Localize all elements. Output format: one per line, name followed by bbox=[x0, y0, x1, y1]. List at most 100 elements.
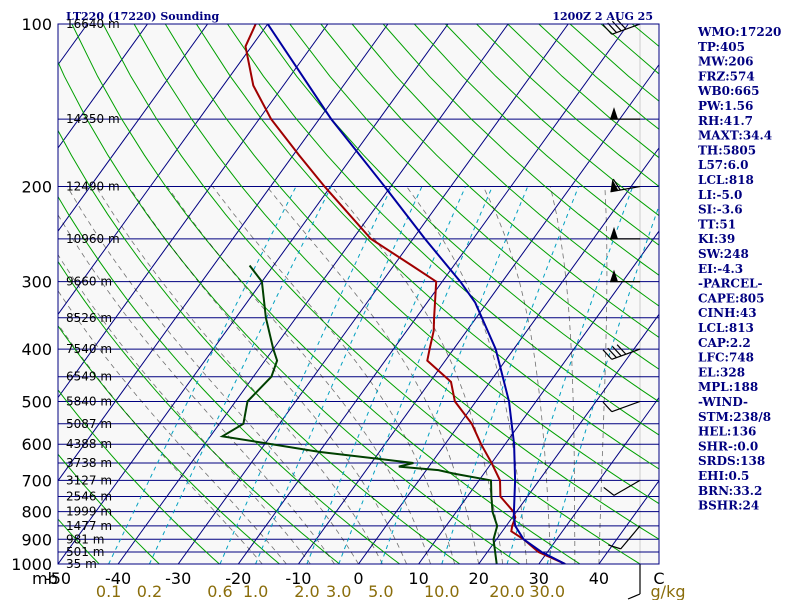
index-entry: SW:248 bbox=[698, 247, 749, 261]
temperature-tick-label: 20 bbox=[469, 569, 489, 588]
index-entry: CAP:2.2 bbox=[698, 336, 751, 350]
wind-barb-flag bbox=[602, 349, 613, 360]
moist-adiabat-line bbox=[95, 186, 383, 564]
mixing-ratio-tick-label: 1.0 bbox=[243, 582, 268, 600]
index-entry: RH:41.7 bbox=[698, 114, 753, 128]
height-label: 9660 m bbox=[66, 275, 112, 289]
dry-adiabat-line bbox=[133, 24, 659, 540]
height-label: 1999 m bbox=[66, 505, 112, 519]
moist-adiabat-line bbox=[128, 186, 407, 564]
moist-adiabat-line bbox=[58, 253, 311, 564]
wind-barb-flag bbox=[602, 401, 613, 413]
pressure-tick-label: 500 bbox=[21, 392, 52, 411]
height-label: 12490 m bbox=[66, 180, 120, 194]
index-entry: PW:1.56 bbox=[698, 99, 753, 113]
pressure-tick-label: 200 bbox=[21, 178, 52, 197]
sounding-profiles bbox=[219, 24, 566, 564]
index-entry: MAXT:34.4 bbox=[698, 129, 772, 143]
dry-adiabat-line bbox=[227, 24, 659, 436]
mixing-ratio-tick-label: 30.0 bbox=[529, 582, 565, 600]
dry-adiabat-line bbox=[58, 518, 100, 564]
temperature-tick-label: C bbox=[653, 569, 664, 588]
index-entry: EHI:0.5 bbox=[698, 469, 749, 483]
temperature-tick-label: -40 bbox=[105, 569, 131, 588]
mixing-ratio-tick-label: 0.2 bbox=[137, 582, 162, 600]
index-entry: FRZ:574 bbox=[698, 69, 755, 83]
isotherm-line bbox=[237, 24, 629, 564]
isotherm-line bbox=[58, 24, 329, 399]
wind-barb-flag bbox=[608, 544, 621, 550]
dry-adiabat-line bbox=[289, 24, 659, 370]
mixing-ratio-line bbox=[255, 186, 423, 564]
stability-indices: WMO:17220TP:405MW:206FRZ:574WB0:665PW:1.… bbox=[697, 25, 781, 513]
moist-adiabat-line bbox=[66, 186, 359, 564]
index-entry: SRDS:138 bbox=[698, 454, 765, 468]
pressure-tick-label: 300 bbox=[21, 273, 52, 292]
height-label: 1477 m bbox=[66, 519, 112, 533]
height-label: 16640 m bbox=[66, 17, 120, 31]
height-label: 14350 m bbox=[66, 112, 120, 126]
index-entry: WB0:665 bbox=[697, 84, 759, 98]
index-entry: CINH:43 bbox=[698, 306, 757, 320]
dry-adiabat-line bbox=[58, 195, 400, 564]
moist-adiabat-line bbox=[550, 186, 576, 564]
pressure-tick-label: 900 bbox=[21, 530, 52, 549]
wind-barb-pennant bbox=[610, 107, 618, 120]
dewpoint-profile bbox=[219, 264, 499, 564]
wind-barb-pennant bbox=[610, 269, 618, 282]
index-entry: SI:-3.6 bbox=[698, 203, 743, 217]
isotherm-line bbox=[58, 24, 148, 149]
height-label: 35 m bbox=[66, 557, 97, 571]
index-entry: BRN:33.2 bbox=[698, 484, 762, 498]
wind-barb-flag bbox=[607, 347, 617, 359]
isotherm-line bbox=[58, 24, 269, 316]
temperature-tick-label: -50 bbox=[45, 569, 71, 588]
height-label: 10960 m bbox=[66, 232, 120, 246]
mixing-ratio-line bbox=[306, 186, 466, 564]
isotherm-line bbox=[297, 63, 659, 564]
wind-barb bbox=[627, 564, 641, 600]
wind-barb-flag bbox=[611, 20, 622, 32]
height-label: 4388 m bbox=[66, 437, 112, 451]
index-entry: MW:206 bbox=[698, 55, 753, 69]
index-entry: BSHR:24 bbox=[698, 499, 759, 513]
pressure-tick-label: 600 bbox=[21, 435, 52, 454]
axis-mb-label: mb bbox=[32, 569, 58, 588]
mixing-ratio-tick-label: 0.6 bbox=[207, 582, 232, 600]
index-entry: LI:-5.0 bbox=[698, 188, 742, 202]
isotherm-line bbox=[117, 24, 509, 564]
mixing-ratio-line bbox=[338, 186, 493, 564]
wind-barb-staff bbox=[610, 185, 641, 193]
index-entry: -PARCEL- bbox=[698, 277, 763, 291]
index-entry: L57:6.0 bbox=[698, 158, 748, 172]
height-label: 3127 m bbox=[66, 473, 112, 487]
height-label: 2546 m bbox=[66, 490, 112, 504]
mixing-ratio-unit: g/kg bbox=[651, 582, 686, 600]
pressure-tick-label: 400 bbox=[21, 340, 52, 359]
plot-border bbox=[57, 23, 660, 565]
mixing-ratio-tick-label: 3.0 bbox=[326, 582, 351, 600]
index-entry: TH:5805 bbox=[698, 143, 756, 157]
temperature-tick-label: 30 bbox=[529, 569, 549, 588]
wind-barb-staff bbox=[613, 479, 641, 496]
wind-barb-staff bbox=[611, 348, 641, 360]
isotherm-line bbox=[58, 24, 389, 482]
isotherm-line bbox=[538, 396, 659, 564]
index-entry: MPL:188 bbox=[698, 380, 758, 394]
wind-barb bbox=[602, 344, 641, 360]
moist-adiabat-line bbox=[482, 186, 552, 564]
dry-adiabat-line bbox=[413, 24, 659, 246]
dry-adiabat-line bbox=[102, 24, 641, 564]
wind-barb-flag bbox=[627, 593, 641, 600]
wind-barb-pennant bbox=[610, 226, 618, 239]
wind-barb-flag bbox=[611, 345, 622, 357]
sounding-title: LT220 (17220) Sounding bbox=[66, 10, 219, 23]
mixing-ratio-tick-label: 10.0 bbox=[424, 582, 460, 600]
wind-barb bbox=[610, 178, 641, 193]
index-entry: EI:-4.3 bbox=[698, 262, 743, 276]
mixing-ratio-tick-label: 5.0 bbox=[368, 582, 393, 600]
index-entry: CAPE:805 bbox=[698, 291, 765, 305]
dry-adiabat-line bbox=[195, 24, 659, 470]
isotherm-line bbox=[418, 230, 659, 564]
wind-barb-staff bbox=[611, 400, 641, 413]
